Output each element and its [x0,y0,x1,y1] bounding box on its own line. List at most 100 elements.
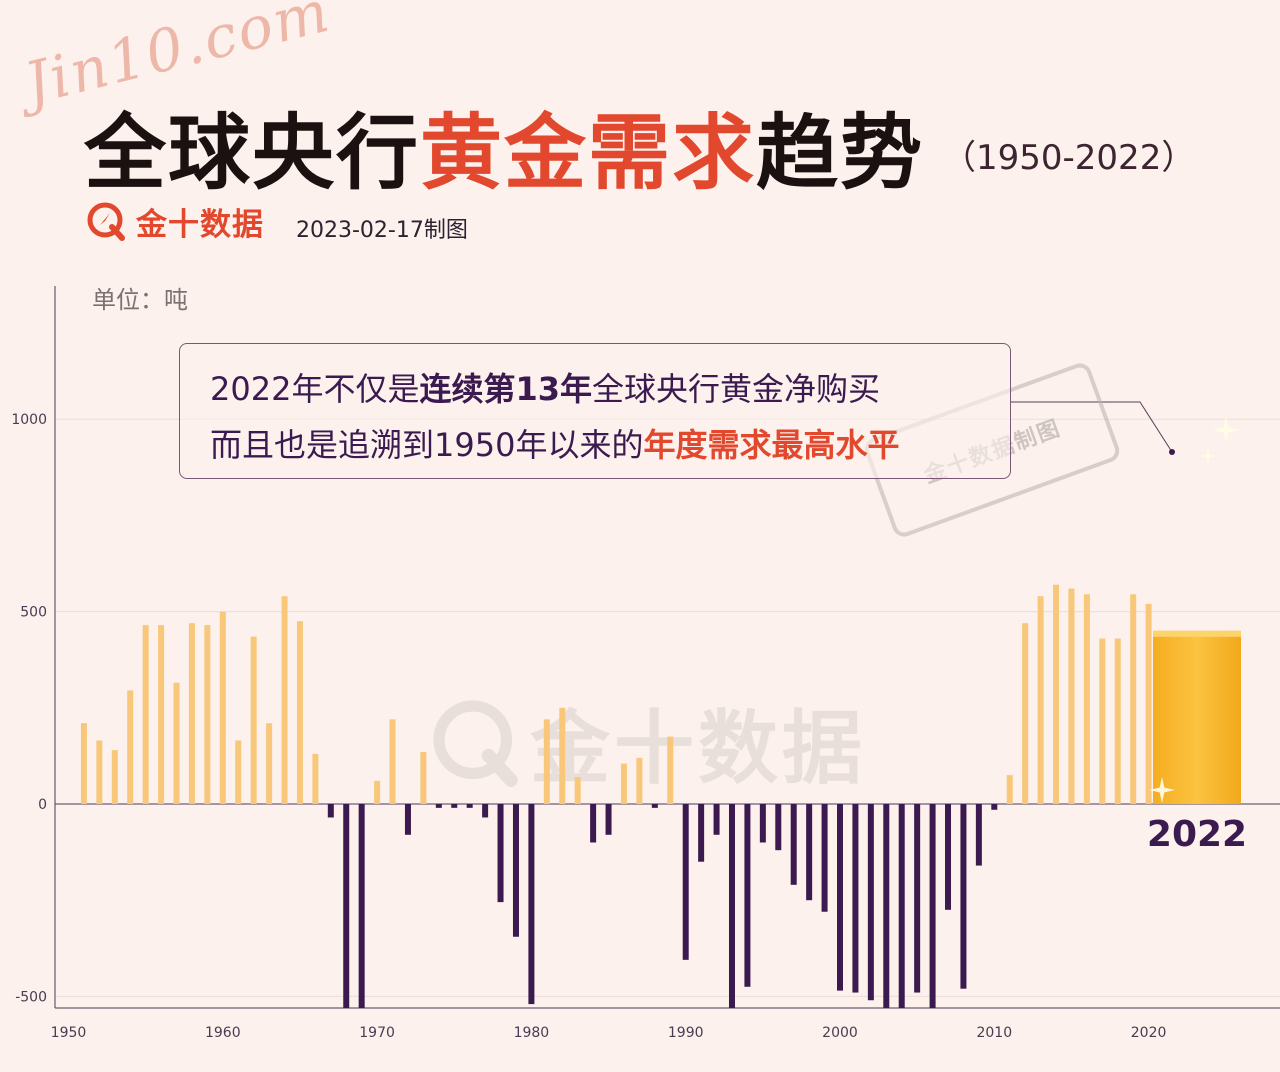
bar [806,804,813,901]
y-tick-label: -500 [15,989,47,1005]
title-part2: 黄金需求 [420,106,757,201]
bar [466,804,473,808]
watermark-logo-icon [433,700,518,787]
bar [744,804,751,987]
bar [620,763,627,804]
bar [898,804,905,1008]
x-tick-label: 2000 [822,1025,858,1041]
bar [1068,588,1075,804]
made-date: 2023-02-17制图 [296,218,468,243]
bar [451,804,458,808]
x-tick-label: 1970 [359,1025,395,1041]
x-tick-label: 1960 [205,1025,241,1041]
bar [1022,623,1029,804]
bar [759,804,766,843]
x-tick-label: 2010 [976,1025,1012,1041]
bar [404,804,411,835]
bar-highlight-top [1153,630,1241,637]
y-tick-label: 500 [20,605,47,621]
title-part3: 趋势 [756,106,925,201]
highlight-year-label: 2022 [1147,814,1247,855]
callout-text-2a: 而且也是追溯到1950年以来的 [210,426,644,464]
bar [266,723,273,804]
bar [1037,596,1044,804]
callout-line-1: 2022年不仅是连续第13年全球央行黄金净购买 [210,364,880,410]
bar [1006,775,1013,804]
x-tick-label: 1990 [668,1025,704,1041]
bar [420,752,427,804]
callout-text-2b: 年度需求最高水平 [643,426,900,464]
bar [250,636,257,804]
bar [960,804,967,989]
bar [698,804,705,862]
bar [235,740,242,804]
unit-label: 单位：吨 [92,286,188,314]
bar [790,804,797,885]
title-part1: 全球央行 [84,106,421,201]
bar [667,736,674,804]
bar [574,777,581,804]
bar [327,804,334,818]
bar [945,804,952,910]
title-years: （1950-2022） [942,138,1196,178]
bar [713,804,720,835]
bar [914,804,921,993]
bar [188,623,195,804]
bar [482,804,489,818]
bar [1083,594,1090,804]
bar [512,804,519,937]
callout-box: 2022年不仅是连续第13年全球央行黄金净购买 而且也是追溯到1950年以来的年… [179,343,1011,479]
brand: 金十数据 [86,198,264,244]
brand-name: 金十数据 [136,206,264,243]
bar [1099,638,1106,804]
sparkle-icon [1149,777,1175,803]
watermark-text: 金十数据 [530,702,866,795]
bar [281,596,288,804]
bar [728,804,735,1008]
bar [636,757,643,804]
bar [1130,594,1137,804]
bar [111,750,118,804]
bar [358,804,365,1008]
bar [528,804,535,1005]
bar [219,611,226,804]
x-tick-label: 2020 [1131,1025,1167,1041]
bar [296,621,303,804]
bar [96,740,103,804]
bar [127,690,134,804]
bar [204,625,211,804]
bar [1114,638,1121,804]
bar [605,804,612,835]
bar [852,804,859,993]
bar [312,753,319,804]
y-tick-label: 1000 [11,412,47,428]
bar [929,804,936,1008]
x-tick-label: 1980 [514,1025,550,1041]
bar [975,804,982,866]
page-title: 全球央行黄金需求趋势 [84,86,924,201]
x-tick-label: 1950 [51,1025,87,1041]
bar-highlight [1153,630,1241,804]
bar [821,804,828,912]
bar [867,804,874,1001]
sparkle-icon [1212,416,1240,444]
bar [883,804,890,1008]
bar [158,625,165,804]
bar [543,719,550,804]
bar [775,804,782,851]
bar [559,707,566,804]
bar [682,804,689,960]
sparkle-icon [1199,447,1217,465]
brand-logo-icon [87,202,125,241]
bar [497,804,504,903]
y-tick-label: 0 [38,797,47,813]
callout-line-2: 而且也是追溯到1950年以来的年度需求最高水平 [210,420,899,466]
bar [590,804,597,843]
bar [1145,603,1152,804]
callout-text-1b: 连续第13年 [419,370,592,408]
bar [651,804,658,808]
bar [173,682,180,804]
bar [1053,584,1060,804]
center-watermark: 金十数据 [430,684,866,800]
